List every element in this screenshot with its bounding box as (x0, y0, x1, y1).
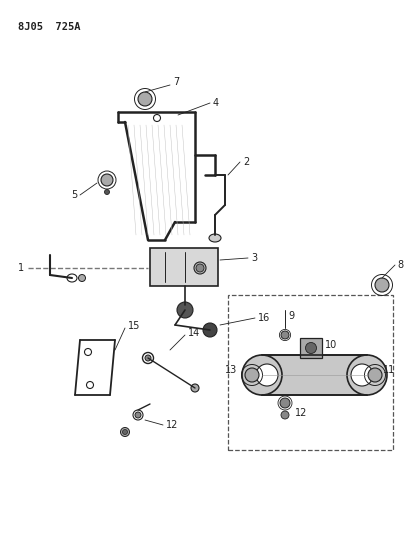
Ellipse shape (256, 364, 278, 386)
Bar (300, 338, 322, 358)
Bar (150, 248, 218, 286)
Ellipse shape (281, 331, 289, 339)
Ellipse shape (177, 302, 193, 318)
Ellipse shape (209, 234, 221, 242)
Ellipse shape (191, 384, 199, 392)
Ellipse shape (280, 398, 290, 408)
Ellipse shape (105, 190, 109, 195)
Text: 10: 10 (325, 340, 337, 350)
Ellipse shape (196, 264, 204, 272)
Text: 12: 12 (295, 408, 307, 418)
Text: 8J05  725A: 8J05 725A (18, 22, 80, 32)
Text: 16: 16 (258, 313, 270, 323)
Ellipse shape (281, 411, 289, 419)
Text: 14: 14 (188, 328, 200, 338)
Ellipse shape (120, 427, 130, 437)
Ellipse shape (245, 368, 259, 382)
Bar (228, 295, 393, 450)
Ellipse shape (203, 323, 217, 337)
Text: 1: 1 (18, 263, 24, 273)
Ellipse shape (138, 92, 152, 106)
Text: 4: 4 (213, 98, 219, 108)
Bar (262, 355, 367, 395)
Text: 3: 3 (251, 253, 257, 263)
Text: 8: 8 (397, 260, 403, 270)
Ellipse shape (305, 343, 316, 353)
Text: 5: 5 (71, 190, 77, 200)
Ellipse shape (375, 278, 389, 292)
Text: 9: 9 (288, 311, 294, 321)
Ellipse shape (194, 262, 206, 274)
Ellipse shape (368, 368, 382, 382)
Ellipse shape (78, 274, 86, 281)
Text: 15: 15 (128, 321, 140, 331)
Ellipse shape (145, 355, 151, 361)
Ellipse shape (122, 430, 128, 434)
Ellipse shape (347, 355, 387, 395)
Text: 11: 11 (383, 365, 395, 375)
Ellipse shape (135, 412, 141, 418)
Ellipse shape (101, 174, 113, 186)
Ellipse shape (242, 355, 282, 395)
Ellipse shape (351, 364, 373, 386)
Text: 12: 12 (166, 420, 179, 430)
Text: 7: 7 (173, 77, 179, 87)
Text: 13: 13 (225, 365, 237, 375)
Text: 2: 2 (243, 157, 249, 167)
